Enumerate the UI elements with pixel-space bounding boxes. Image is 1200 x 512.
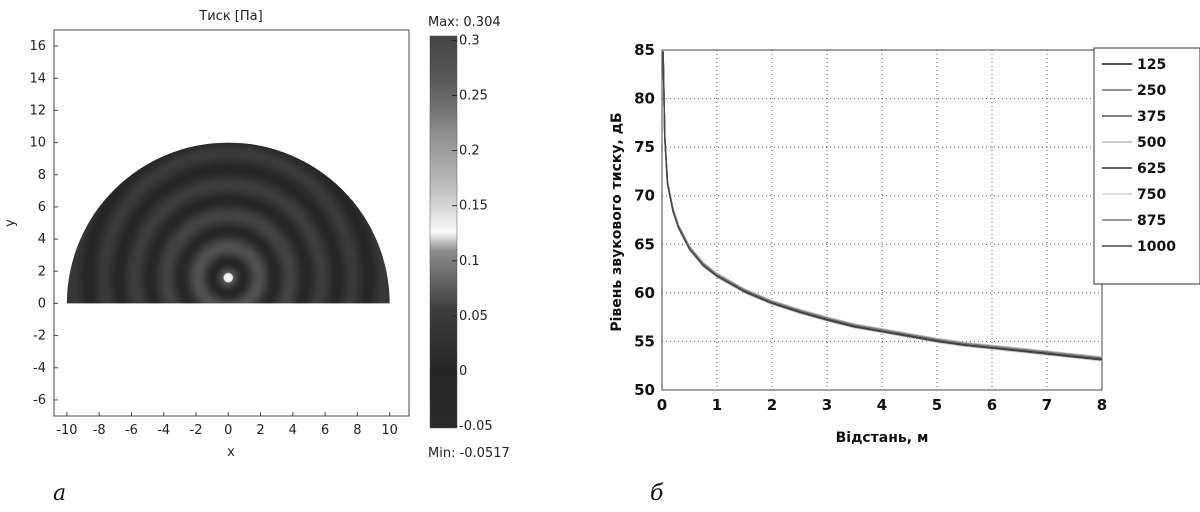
heatmap-x-ticks: -10 -8 -6 -4 -2 0 2 4 6 8 10 xyxy=(56,412,398,438)
colorbar-tick-label: 0.3 xyxy=(459,33,480,48)
legend-label-375: 375 xyxy=(1137,109,1166,125)
heatmap-y-tick-label: 12 xyxy=(29,103,46,118)
heatmap-x-tick-label: -6 xyxy=(125,423,138,438)
line-y-tick-label: 50 xyxy=(634,381,655,399)
heatmap-y-tick-label: 6 xyxy=(38,200,46,215)
heatmap-x-tick-label: 6 xyxy=(321,423,329,438)
line-x-tick-label: 3 xyxy=(822,396,832,414)
line-x-ticks: 0 1 2 3 4 5 6 7 8 xyxy=(657,396,1107,414)
heatmap-y-label: y xyxy=(3,219,18,227)
colorbar-tick-label: 0.15 xyxy=(459,199,488,214)
legend-label-125: 125 xyxy=(1137,57,1166,73)
legend-label-250: 250 xyxy=(1137,83,1166,99)
line-y-tick-label: 80 xyxy=(634,90,655,108)
heatmap-chart: Тиск [Па] -10 -8 -6 -4 -2 0 2 4 6 8 10 -6 -4 -2 0 2 4 6 8… xyxy=(3,9,510,506)
heatmap-y-tick-label: 14 xyxy=(29,71,46,86)
heatmap-y-tick-label: 16 xyxy=(29,39,46,54)
colorbar-ticks: -0.05 0 0.05 0.1 0.15 0.2 0.25 0.3 xyxy=(452,33,493,434)
heatmap-x-tick-label: -4 xyxy=(157,423,170,438)
legend-label-875: 875 xyxy=(1137,213,1166,229)
colorbar-tick-label: 0 xyxy=(459,364,467,379)
heatmap-source-point xyxy=(226,275,231,280)
line-y-tick-label: 70 xyxy=(634,187,655,205)
colorbar-tick-label: 0.2 xyxy=(459,144,480,159)
line-series-group xyxy=(662,49,1103,362)
line-y-tick-label: 65 xyxy=(634,235,655,253)
heatmap-y-tick-label: -2 xyxy=(33,329,46,344)
heatmap-y-tick-label: 8 xyxy=(38,168,46,183)
line-grid xyxy=(662,50,1102,390)
heatmap-y-tick-label: 2 xyxy=(38,264,46,279)
line-x-tick-label: 8 xyxy=(1097,396,1107,414)
line-x-tick-label: 0 xyxy=(657,396,667,414)
line-x-tick-label: 6 xyxy=(987,396,997,414)
heatmap-x-tick-label: 10 xyxy=(381,423,398,438)
colorbar-tick-label: -0.05 xyxy=(459,419,493,434)
heatmap-y-tick-label: 10 xyxy=(29,136,46,151)
line-chart: 0 1 2 3 4 5 6 7 8 50 55 60 65 70 75 80 85 Відстань, м Р… xyxy=(609,41,1200,506)
heatmap-y-ticks: -6 -4 -2 0 2 4 6 8 10 12 14 16 xyxy=(29,39,58,408)
legend: 125 250 375 500 625 750 875 1000 xyxy=(1102,57,1176,255)
legend-label-750: 750 xyxy=(1137,187,1166,203)
heatmap-domain xyxy=(66,142,390,304)
line-x-label: Відстань, м xyxy=(836,430,929,446)
line-x-tick-label: 2 xyxy=(767,396,777,414)
line-x-tick-label: 4 xyxy=(877,396,887,414)
panel-label-a: а xyxy=(53,481,66,506)
heatmap-x-tick-label: 4 xyxy=(289,423,297,438)
series-line-1000 xyxy=(662,51,1103,361)
line-y-ticks: 50 55 60 65 70 75 80 85 xyxy=(634,41,655,399)
heatmap-x-tick-label: 2 xyxy=(256,423,264,438)
heatmap-x-tick-label: -8 xyxy=(93,423,106,438)
heatmap-x-tick-label: -2 xyxy=(190,423,203,438)
heatmap-y-tick-label: 0 xyxy=(38,296,46,311)
panel-label-b: б xyxy=(650,481,664,506)
line-y-tick-label: 85 xyxy=(634,41,655,59)
legend-label-625: 625 xyxy=(1137,161,1166,177)
legend-label-500: 500 xyxy=(1137,135,1166,151)
heatmap-x-label: x xyxy=(227,445,235,460)
heatmap-y-tick-label: -4 xyxy=(33,361,46,376)
colorbar xyxy=(429,35,458,429)
legend-box xyxy=(1093,47,1200,285)
heatmap-x-tick-label: 0 xyxy=(224,423,232,438)
line-y-tick-label: 75 xyxy=(634,138,655,156)
heatmap-y-tick-label: -6 xyxy=(33,393,46,408)
colorbar-min-label: Min: -0.0517 xyxy=(428,446,510,461)
heatmap-y-tick-label: 4 xyxy=(38,232,46,247)
colorbar-tick-label: 0.25 xyxy=(459,89,488,104)
line-y-label: Рівень звукового тиску, дБ xyxy=(609,112,625,331)
line-x-tick-label: 1 xyxy=(712,396,722,414)
legend-label-1000: 1000 xyxy=(1137,239,1176,255)
line-x-tick-label: 7 xyxy=(1042,396,1052,414)
colorbar-tick-label: 0.1 xyxy=(459,254,480,269)
line-y-tick-label: 55 xyxy=(634,332,655,350)
colorbar-max-label: Max: 0.304 xyxy=(428,15,501,30)
heatmap-x-tick-label: -10 xyxy=(56,423,77,438)
colorbar-tick-label: 0.05 xyxy=(459,309,488,324)
heatmap-x-tick-label: 8 xyxy=(353,423,361,438)
line-y-tick-label: 60 xyxy=(634,284,655,302)
line-x-tick-label: 5 xyxy=(932,396,942,414)
heatmap-title: Тиск [Па] xyxy=(198,9,262,24)
